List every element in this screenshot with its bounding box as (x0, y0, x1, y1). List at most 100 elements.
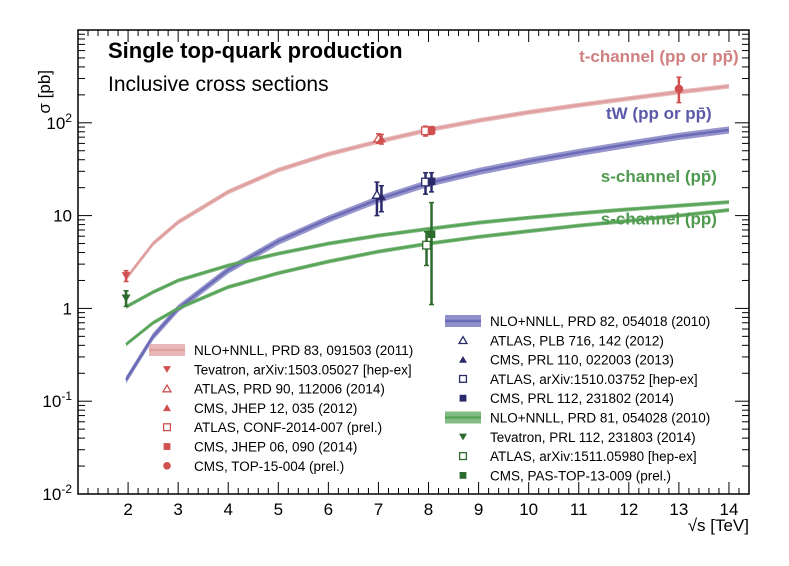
x-tick-label: 4 (223, 500, 232, 519)
y-tick-label: 102 (46, 111, 72, 133)
legend-entry: CMS, PAS-TOP-13-009 (prel.) (459, 468, 671, 483)
theory-curves (125, 84, 730, 381)
curve-label: tW (pp or pp̄) (606, 104, 712, 123)
legend-label: NLO+NNLL, PRD 83, 091503 (2011) (194, 343, 413, 358)
measurement-point (427, 201, 436, 306)
y-tick-label: 10-2 (42, 482, 72, 504)
marker-square-open (162, 423, 172, 432)
marker-triangle-down (459, 433, 467, 441)
chart-subtitle: Inclusive cross sections (108, 73, 329, 96)
axes: 2 3 4 5 6 7 8 9 10 11 12 13 14 10-2 10-1 1 10 102 (42, 30, 749, 519)
measurement-point (427, 171, 436, 193)
marker-triangle-up (376, 192, 386, 201)
x-tick-label: 14 (720, 500, 739, 519)
legend-entry: CMS, PRL 110, 022003 (2013) (459, 353, 674, 368)
theory-curve (125, 128, 730, 381)
marker-square (163, 443, 171, 450)
x-tick-label: 2 (123, 500, 132, 519)
legend-entry: ATLAS, PLB 716, 142 (2012) (457, 333, 664, 348)
x-tick-label: 5 (274, 500, 283, 519)
measurement-point (421, 171, 430, 195)
x-tick-label: 10 (519, 500, 538, 519)
legend-entry: NLO+NNLL, PRD 81, 054028 (2010) (445, 411, 710, 426)
marker-triangle-up-open (371, 189, 383, 199)
legend-entry: CMS, TOP-15-004 (prel.) (163, 459, 344, 474)
y-tick-label: 10 (53, 207, 72, 226)
measurement-point (371, 181, 383, 217)
marker-circle (674, 84, 684, 94)
legend-label: CMS, JHEP 12, 035 (2012) (194, 401, 357, 416)
legend-label: CMS, PAS-TOP-13-009 (prel.) (490, 468, 671, 483)
measurement-point (121, 269, 131, 283)
marker-triangle-down (163, 366, 171, 373)
measurement-point (421, 125, 430, 137)
measurement-point (422, 230, 431, 267)
curve-label: s-channel (pp̄) (601, 167, 717, 186)
chart-title: Single top-quark production (108, 38, 403, 63)
measurement-points (121, 76, 684, 308)
theory-curve (125, 84, 730, 280)
marker-triangle-up-open (457, 335, 469, 345)
x-tick-label: 8 (424, 500, 433, 519)
legend-left: NLO+NNLL, PRD 83, 091503 (2011) Tevatron,… (149, 343, 413, 474)
legend-label: ATLAS, arXiv:1511.05980 [hep-ex] (490, 449, 697, 464)
legend-entry: CMS, PRL 112, 231802 (2014) (459, 391, 674, 406)
marker-square (427, 126, 436, 135)
measurement-point (674, 76, 684, 104)
legend-label: ATLAS, PRD 90, 112006 (2014) (194, 382, 385, 397)
marker-square-open (458, 452, 468, 461)
x-tick-label: 11 (570, 500, 588, 519)
x-tick-label: 3 (173, 500, 182, 519)
marker-triangle-down (121, 272, 131, 280)
legend-entry: ATLAS, PRD 90, 112006 (2014) (161, 382, 385, 397)
legend-label: NLO+NNLL, PRD 82, 054018 (2010) (490, 314, 710, 329)
theory-bands (126, 83, 729, 384)
curve-labels: t-channel (pp or pp̄) tW (pp or pp̄) s-cha… (579, 47, 739, 228)
marker-triangle-down (121, 294, 131, 303)
legend-entry: NLO+NNLL, PRD 82, 054018 (2010) (445, 314, 710, 329)
marker-square-open (422, 240, 431, 250)
marker-square (459, 394, 467, 402)
legend-entry: Tevatron, PRL 112, 231803 (2014) (459, 430, 696, 445)
marker-triangle-up (163, 404, 171, 412)
marker-triangle-up (459, 356, 467, 363)
x-tick-label: 12 (619, 500, 638, 519)
marker-circle (163, 462, 171, 470)
y-axis-label: σ [pb] (35, 70, 54, 114)
y-tick-label: 1 (63, 299, 72, 318)
marker-square (427, 230, 436, 239)
marker-square (459, 472, 467, 479)
measurement-point (376, 133, 386, 145)
legend-entry: CMS, JHEP 06, 090 (2014) (163, 440, 357, 455)
curve-label: s-channel (pp) (601, 210, 717, 229)
legend-label: CMS, TOP-15-004 (prel.) (194, 459, 344, 474)
legend-label: NLO+NNLL, PRD 81, 054028 (2010) (490, 411, 710, 426)
legend-entry: ATLAS, CONF-2014-007 (prel.) (162, 420, 382, 435)
x-axis-label: √s [TeV] (688, 516, 749, 535)
legend-right: NLO+NNLL, PRD 82, 054018 (2010) ATLAS, PL… (445, 314, 710, 483)
marker-triangle-up-open (161, 383, 173, 393)
legend-entry: ATLAS, arXiv:1511.05980 [hep-ex] (458, 449, 697, 464)
legend-label: Tevatron, arXiv:1503.05027 [hep-ex] (194, 362, 412, 377)
x-tick-label: 7 (374, 500, 383, 519)
legend-label: ATLAS, CONF-2014-007 (prel.) (194, 420, 382, 435)
legend-label: Tevatron, PRL 112, 231803 (2014) (490, 430, 696, 445)
legend-label: CMS, PRL 110, 022003 (2013) (490, 353, 674, 368)
measurement-point (427, 125, 436, 136)
theory-curve (125, 208, 730, 346)
legend-label: CMS, JHEP 06, 090 (2014) (194, 440, 357, 455)
legend-label: ATLAS, PLB 716, 142 (2012) (490, 333, 664, 348)
measurement-point (121, 289, 131, 308)
curve-label: t-channel (pp or pp̄) (579, 47, 739, 66)
legend-entry: ATLAS, arXiv:1510.03752 [hep-ex] (458, 372, 698, 387)
theory-curve (125, 200, 730, 308)
plot-frame (77, 29, 750, 495)
legend-entry: CMS, JHEP 12, 035 (2012) (163, 401, 357, 416)
marker-triangle-up (376, 134, 386, 143)
x-tick-label: 9 (474, 500, 483, 519)
x-tick-label: 13 (669, 500, 688, 519)
theory-band (126, 83, 729, 281)
legend-label: ATLAS, arXiv:1510.03752 [hep-ex] (490, 372, 698, 387)
legend-entry: Tevatron, arXiv:1503.05027 [hep-ex] (163, 362, 412, 377)
